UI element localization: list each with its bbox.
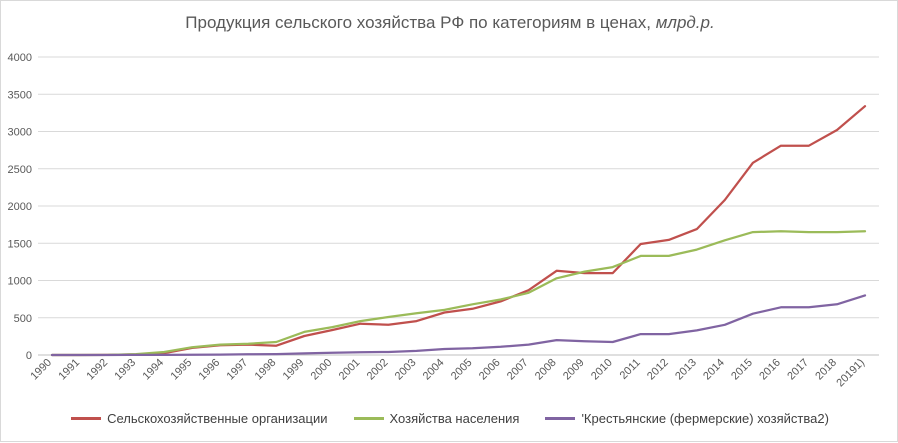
- legend-swatch: [353, 417, 384, 420]
- y-tick-label: 2500: [8, 164, 32, 176]
- x-tick-label: 1990: [28, 357, 54, 383]
- x-tick-label: 1997: [225, 357, 251, 383]
- x-tick-label: 1994: [140, 357, 166, 383]
- x-tick-label: 2007: [505, 357, 531, 383]
- y-tick-label: 3500: [8, 89, 32, 101]
- x-tick-label: 2013: [673, 357, 699, 383]
- x-tick-label: 2006: [477, 357, 503, 383]
- chart-title-main: Продукция сельского хозяйства РФ по кате…: [185, 13, 651, 32]
- x-tick-label: 2009: [561, 357, 587, 383]
- x-tick-label: 2003: [393, 357, 419, 383]
- chart-title: Продукция сельского хозяйства РФ по кате…: [1, 13, 898, 33]
- x-tick-label: 1995: [169, 357, 195, 383]
- x-tick-label: 2012: [645, 357, 671, 383]
- legend-label: Сельскохозяйственные организации: [107, 411, 328, 426]
- x-tick-label: 2016: [757, 357, 783, 383]
- y-tick-label: 500: [14, 313, 32, 325]
- y-tick-label: 0: [26, 350, 32, 362]
- y-tick-label: 1000: [8, 276, 32, 288]
- x-tick-label: 20191): [834, 357, 867, 390]
- x-tick-label: 2015: [729, 357, 755, 383]
- legend-swatch: [545, 417, 576, 420]
- x-tick-label: 2014: [701, 357, 727, 383]
- legend-label: Хозяйства населения: [389, 411, 520, 426]
- legend-item: Хозяйства населения: [353, 411, 520, 426]
- y-tick-label: 3000: [8, 127, 32, 139]
- x-tick-label: 2017: [785, 357, 811, 383]
- x-tick-label: 2018: [813, 357, 839, 383]
- legend-swatch: [71, 417, 102, 420]
- legend-label: 'Крестьянские (фермерские) хозяйства2): [581, 411, 829, 426]
- x-tick-label: 2011: [618, 357, 643, 382]
- y-tick-label: 2000: [8, 201, 32, 213]
- x-tick-label: 1991: [56, 357, 82, 383]
- y-tick-label: 4000: [8, 52, 32, 64]
- x-tick-label: 1996: [197, 357, 223, 383]
- x-tick-label: 2000: [309, 357, 335, 383]
- x-tick-label: 2010: [589, 357, 615, 383]
- series-line-3: [50, 294, 867, 357]
- x-tick-label: 2002: [365, 357, 391, 383]
- y-tick-label: 1500: [8, 238, 32, 250]
- x-tick-label: 1992: [84, 357, 110, 383]
- x-tick-label: 2005: [449, 357, 475, 383]
- x-tick-label: 2004: [421, 357, 447, 383]
- x-tick-label: 1993: [112, 357, 138, 383]
- legend-item: 'Крестьянские (фермерские) хозяйства2): [545, 411, 829, 426]
- x-tick-label: 1998: [253, 357, 279, 383]
- x-tick-label: 2001: [337, 357, 363, 383]
- chart-legend: Сельскохозяйственные организации Хозяйств…: [1, 411, 898, 426]
- chart-title-unit: млрд.р.: [655, 13, 715, 32]
- x-tick-label: 1999: [281, 357, 307, 383]
- legend-item: Сельскохозяйственные организации: [71, 411, 328, 426]
- series-line-2: [50, 230, 867, 357]
- x-tick-label: 2008: [533, 357, 559, 383]
